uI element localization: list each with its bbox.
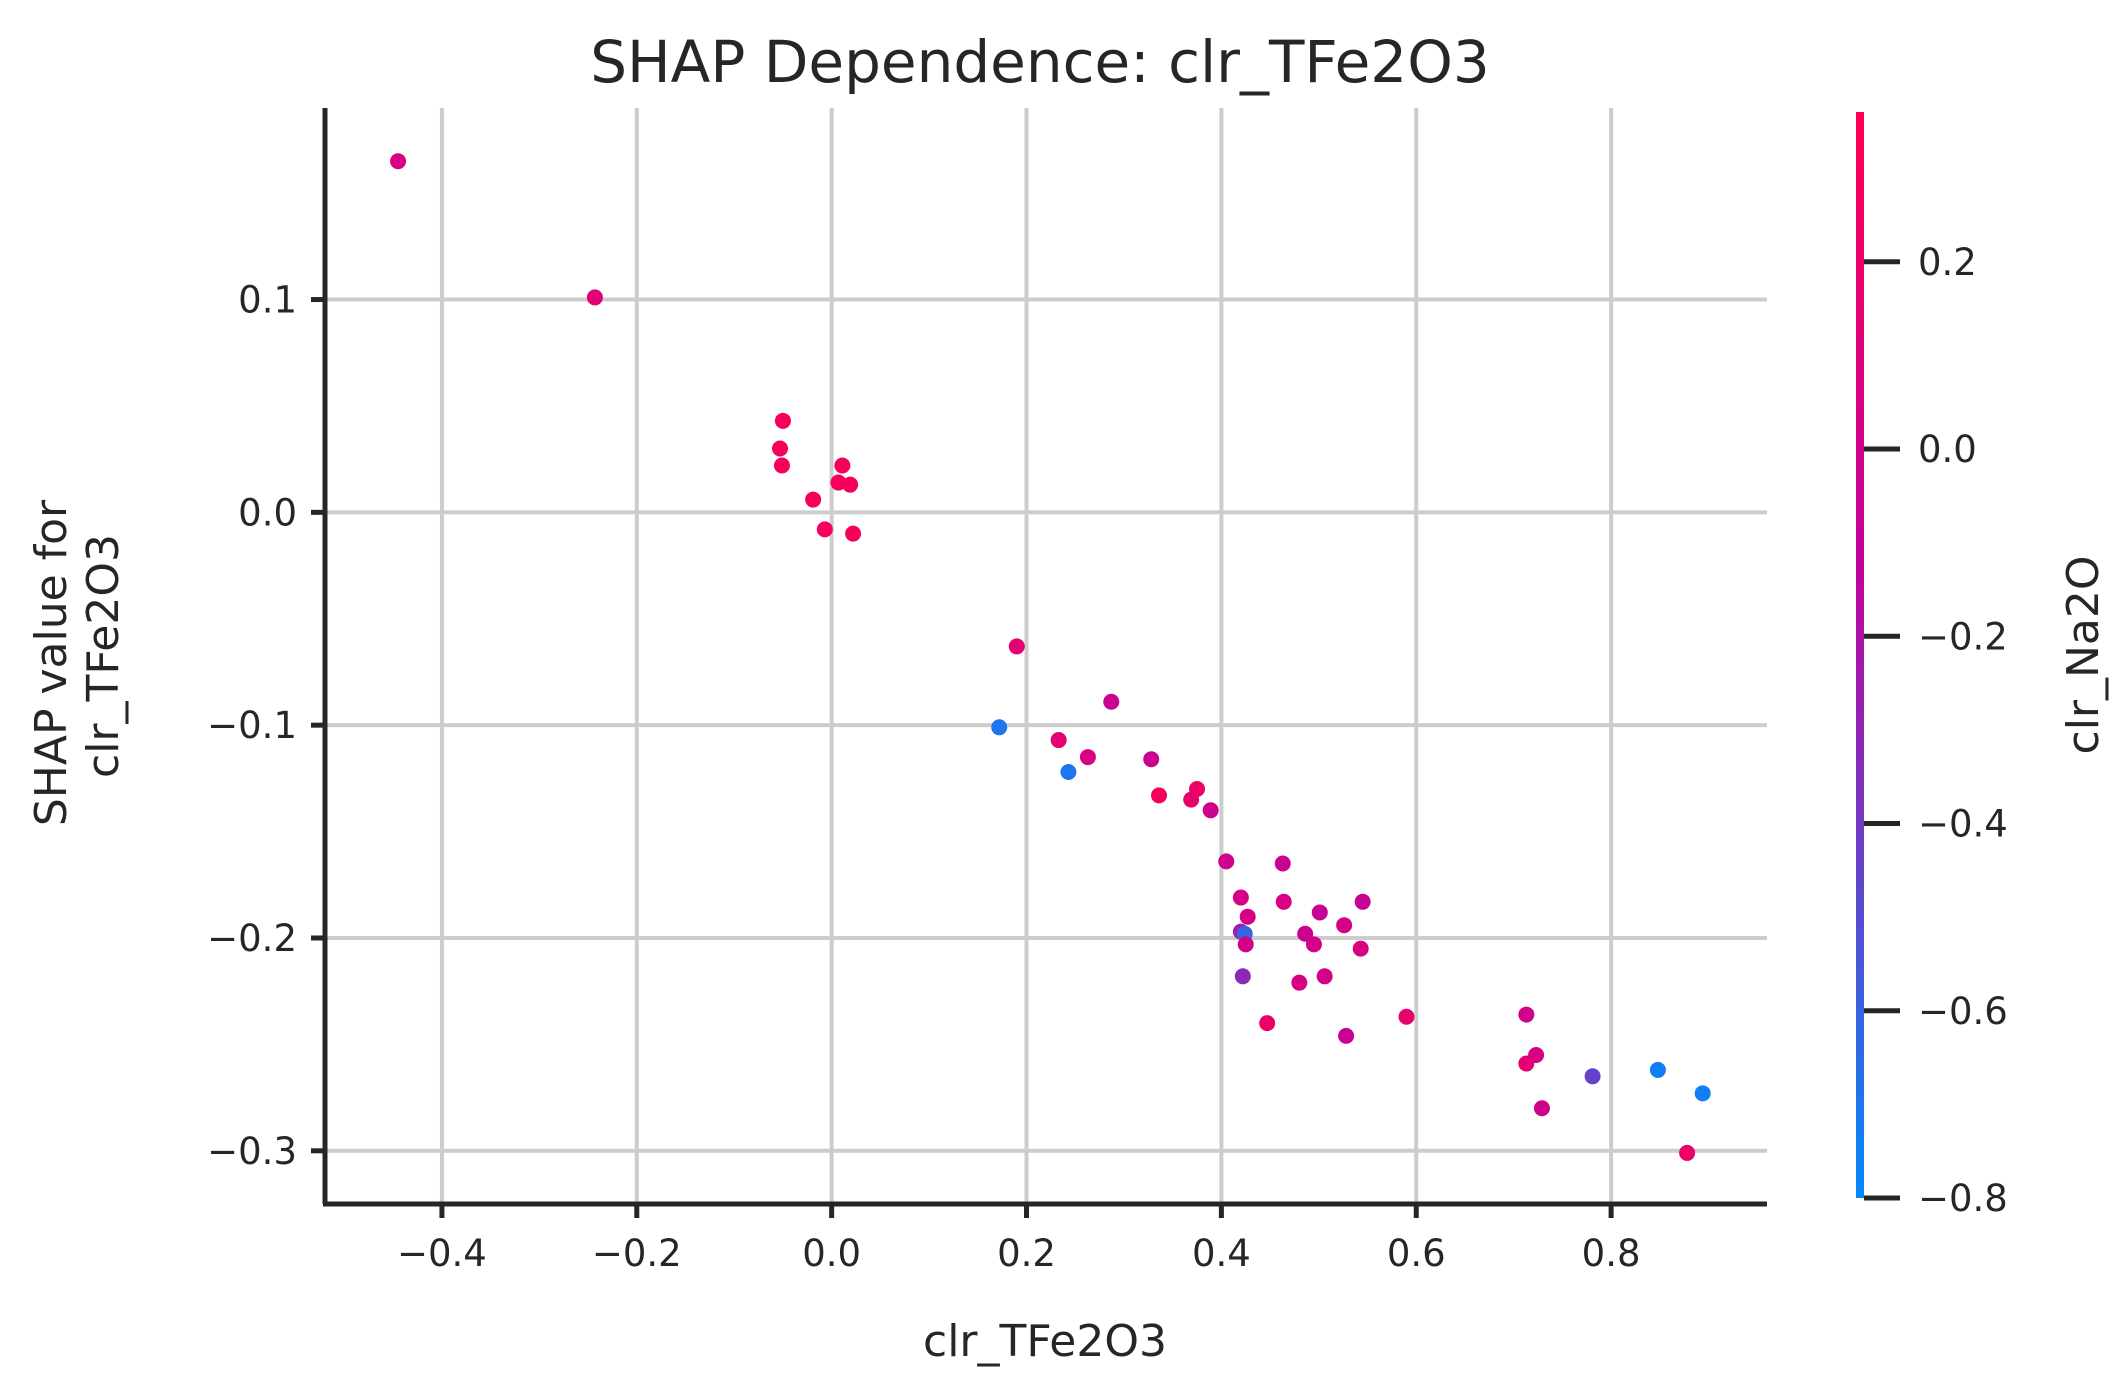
x-ticks: −0.4 −0.2 0.0 0.2 0.4 0.6 0.8 [397,1204,1641,1275]
scatter-point [1275,893,1292,910]
x-tick-label: 0.0 [802,1232,861,1275]
scatter-point [1259,1015,1276,1032]
x-tick-label: 0.4 [1192,1232,1251,1275]
scatter-point [1183,791,1200,808]
colorbar [1856,112,1864,1198]
colorbar-tick-label: −0.8 [1918,1177,2008,1220]
scatter-point [1518,1055,1535,1072]
scatter-point [991,719,1008,736]
scatter-point [1336,917,1353,934]
scatter-point [845,525,862,542]
colorbar-tick-label: −0.2 [1918,615,2008,658]
colorbar-ticks: −0.8 −0.6 −0.4 −0.2 0.0 0.2 [1864,241,2008,1220]
scatter-point [1338,1027,1355,1044]
y-tick-label: −0.2 [207,917,297,960]
scatter-point [1649,1061,1666,1078]
colorbar-tick-label: 0.0 [1918,428,1977,471]
scatter-point [1008,638,1025,655]
colorbar-tick-label: −0.4 [1918,803,2008,846]
scatter-point [1297,925,1314,942]
y-gridlines [325,297,1767,1153]
chart-title: SHAP Dependence: clr_TFe2O3 [590,28,1490,96]
y-axis-label: SHAP value for clr_TFe2O3 [26,486,129,826]
x-tick-label: 0.2 [997,1232,1056,1275]
scatter-point [1232,889,1249,906]
scatter-point [1103,693,1120,710]
x-gridlines [439,108,1614,1204]
colorbar-label: clr_Na2O [2058,555,2109,754]
scatter-point [1694,1085,1711,1102]
y-ticks: −0.3 −0.2 −0.1 0.0 0.1 [207,279,325,1173]
colorbar-tick-label: −0.6 [1918,990,2008,1033]
scatter-point [773,457,790,474]
x-axis-label: clr_TFe2O3 [923,1316,1167,1367]
y-axis-label-line-1: SHAP value for [26,499,77,826]
scatter-point [1234,968,1251,985]
y-axis-label-line-2: clr_TFe2O3 [78,534,129,778]
scatter-point [1354,893,1371,910]
scatter-point [1218,853,1235,870]
colorbar-tick-label: 0.2 [1918,241,1977,284]
scatter-point [1305,936,1322,953]
scatter-point [1518,1006,1535,1023]
scatter-point [1060,763,1077,780]
scatter-points [390,153,1711,1161]
y-tick-label: −0.3 [207,1130,297,1173]
x-tick-label: 0.6 [1387,1232,1446,1275]
scatter-point [586,289,603,306]
scatter-point [1584,1068,1601,1085]
scatter-point [1316,968,1333,985]
scatter-point [1143,751,1160,768]
scatter-point [390,153,407,170]
scatter-point [1352,940,1369,957]
x-tick-label: −0.2 [592,1232,682,1275]
scatter-point [1202,802,1219,819]
y-tick-label: 0.0 [238,491,297,534]
scatter-point [1311,904,1328,921]
scatter-point [1274,855,1291,872]
scatter-point [1239,908,1256,925]
scatter-point [1079,749,1096,766]
scatter-point [774,412,791,429]
scatter-point [1237,936,1254,953]
scatter-point [842,476,859,493]
scatter-point [772,440,789,457]
scatter-point [1533,1100,1550,1117]
scatter-point [834,457,851,474]
scatter-point [1050,732,1067,749]
y-tick-label: 0.1 [238,279,297,322]
scatter-point [1679,1144,1696,1161]
scatter-point [816,521,833,538]
scatter-point [1291,974,1308,991]
scatter-point [805,491,822,508]
y-tick-label: −0.1 [207,704,297,747]
x-tick-label: −0.4 [397,1232,487,1275]
scatter-point [1398,1008,1415,1025]
scatter-point [1151,787,1168,804]
x-tick-label: 0.8 [1582,1232,1641,1275]
